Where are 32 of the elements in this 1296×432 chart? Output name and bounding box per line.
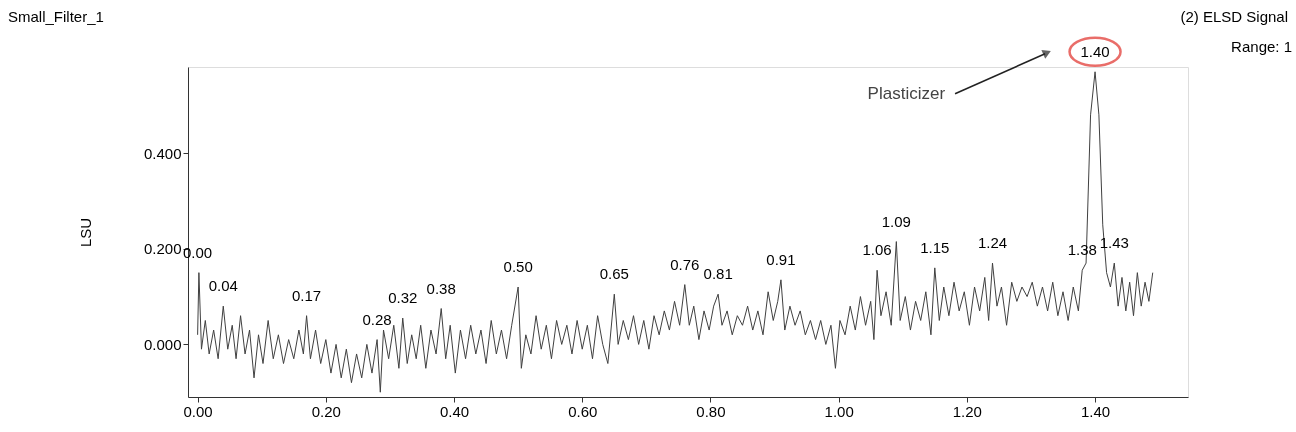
annotation: 1.24 bbox=[977, 234, 1008, 252]
y-tick-label: 0.200 bbox=[143, 240, 182, 258]
x-tick-label: 0.00 bbox=[183, 402, 213, 420]
x-tick-label: 1.40 bbox=[1080, 402, 1111, 420]
annotation: 0.76 bbox=[670, 255, 700, 273]
x-tick-label: 0.80 bbox=[696, 402, 726, 420]
x-tick-label: 0.40 bbox=[439, 402, 470, 420]
annotation: Plasticizer bbox=[867, 83, 946, 103]
x-tick-label: 1.20 bbox=[952, 402, 982, 420]
annotation: 1.43 bbox=[1099, 234, 1129, 252]
y-axis-title: LSU bbox=[76, 217, 94, 248]
annotation: 1.15 bbox=[920, 238, 950, 256]
annotation: 1.06 bbox=[862, 241, 892, 259]
annotation: 1.09 bbox=[881, 212, 911, 230]
annotation: 0.28 bbox=[362, 310, 392, 328]
annotation: 0.17 bbox=[291, 286, 322, 304]
x-tick-label: 0.20 bbox=[311, 402, 341, 420]
text: Small_Filter_1 bbox=[8, 8, 104, 25]
annotation: 0.04 bbox=[208, 277, 238, 295]
annotation: 0.38 bbox=[426, 279, 456, 297]
x-tick-label: 0.60 bbox=[568, 402, 598, 420]
text: Range: 1 bbox=[1231, 38, 1292, 55]
x-tick-label: 1.00 bbox=[824, 402, 854, 420]
annotation: 0.50 bbox=[503, 258, 533, 275]
annotation: 0.91 bbox=[766, 250, 796, 268]
annotation: 1.40 bbox=[1080, 42, 1110, 60]
annotation: 0.32 bbox=[388, 289, 418, 307]
annotation: 0.81 bbox=[703, 265, 733, 283]
y-tick-label: 0.000 bbox=[143, 335, 182, 353]
text: (2) ELSD Signal bbox=[1180, 8, 1288, 25]
y-tick-label: 0.400 bbox=[143, 144, 182, 162]
annotation: 0.65 bbox=[599, 265, 629, 283]
